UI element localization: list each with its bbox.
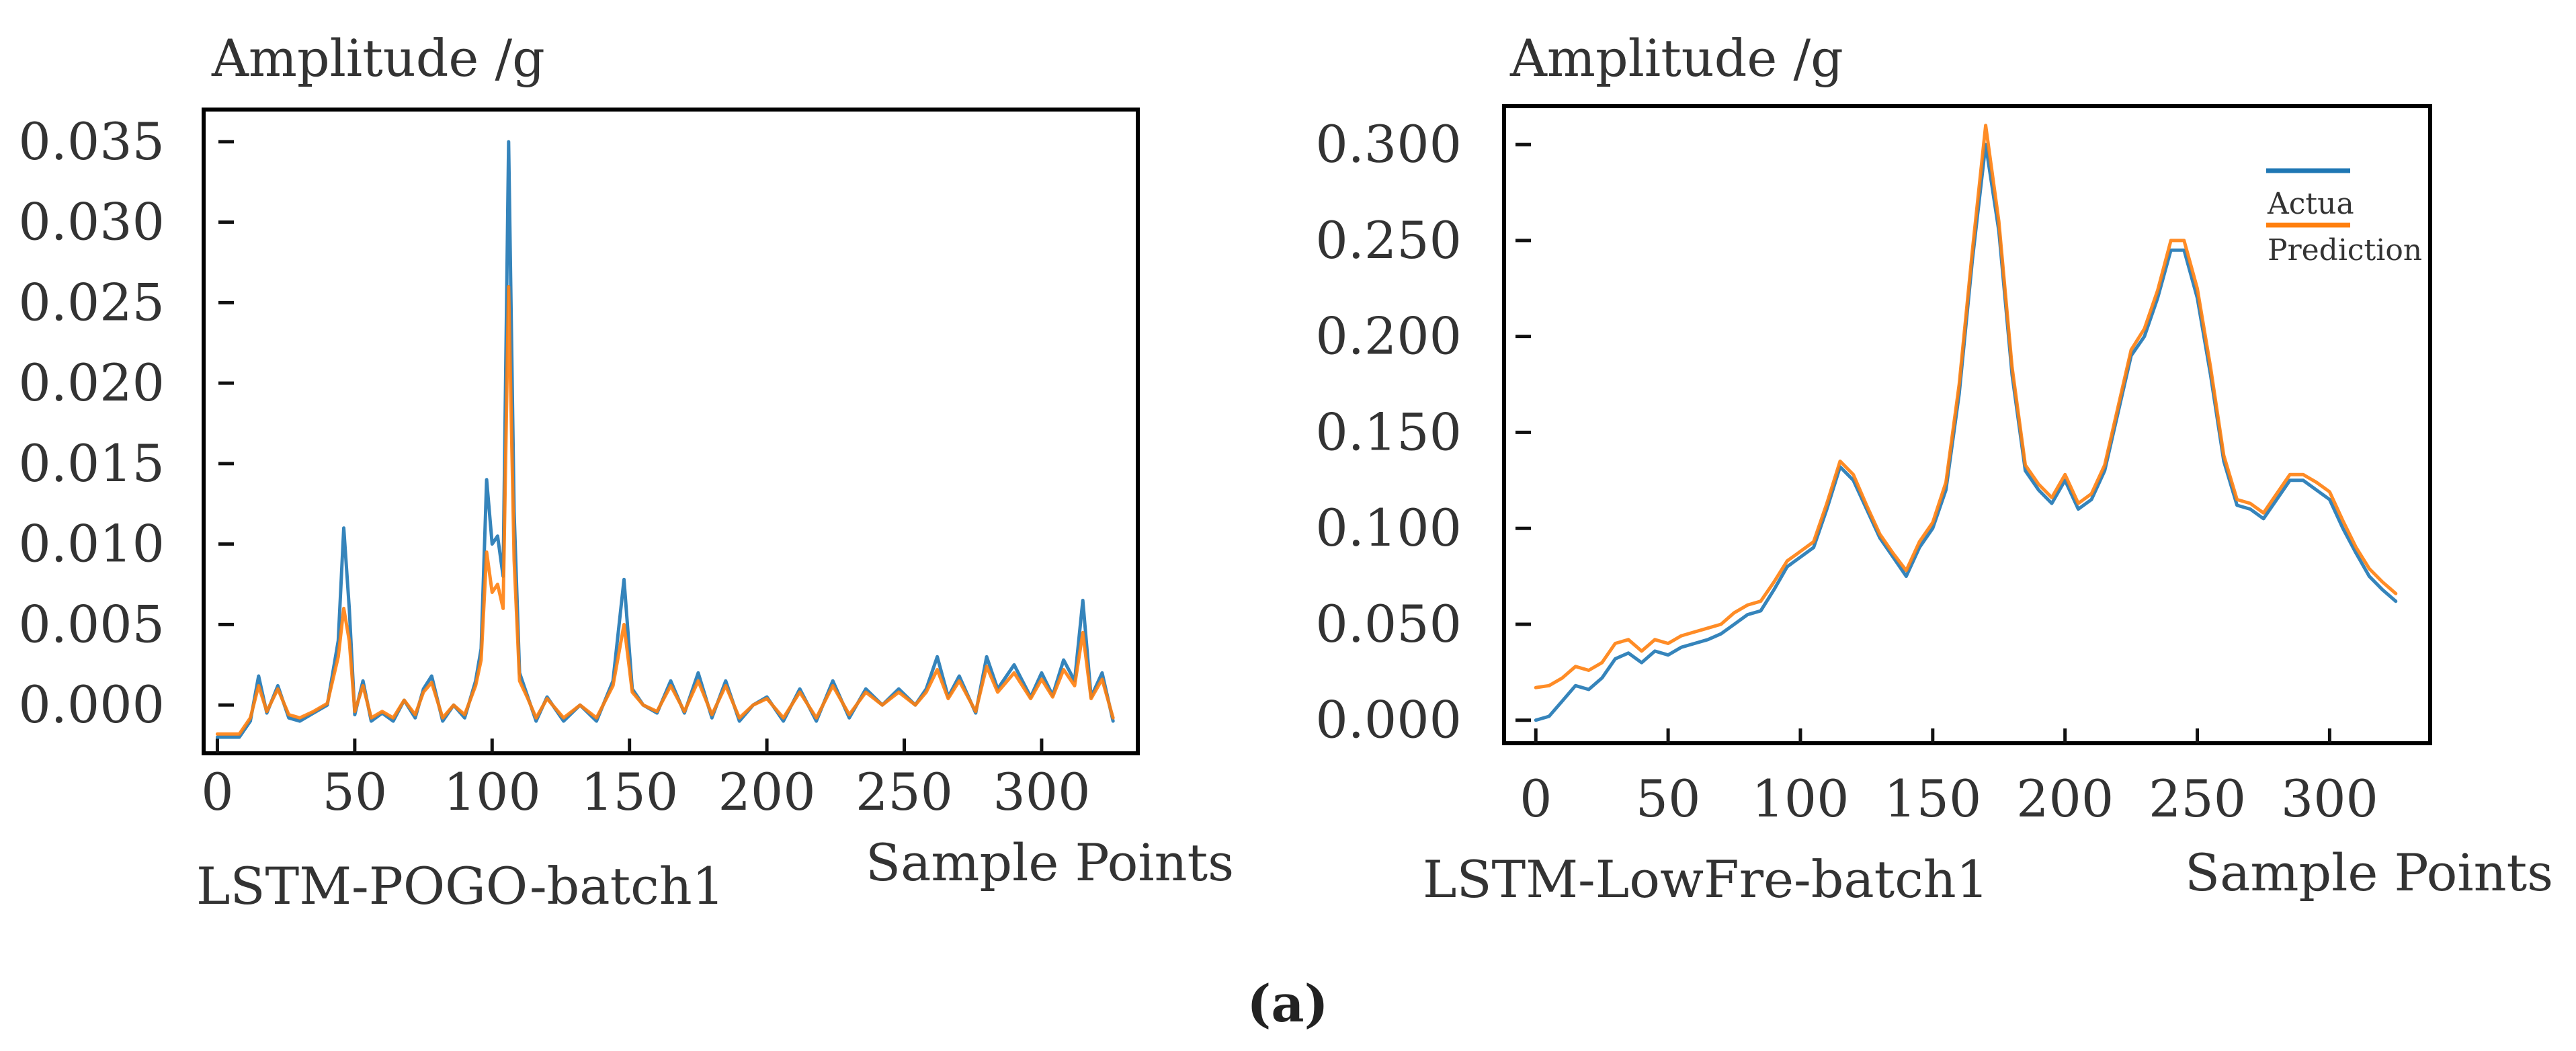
x-tick-label: 300 [993,762,1090,822]
x-tick-label: 100 [1751,769,1849,829]
x-tick-label: 150 [1884,769,1981,829]
series-line-actual [215,140,1115,739]
series-lines [1534,124,2398,722]
y-tick-label: 0.020 [18,353,165,413]
chart-lstm-pogo: Amplitude /g 0.0000.0050.0100.0150.0200.… [18,28,1234,916]
y-tick-label: 0.000 [18,675,165,734]
y-tick-label: 0.300 [1315,114,1462,174]
series-line-prediction [1534,124,2398,689]
subfigure-label: (a) [1247,974,1328,1034]
x-axis-label: Sample Points [866,833,1234,892]
y-tick-label: 0.015 [18,433,165,493]
x-tick-label: 250 [2149,769,2246,829]
x-tick-label: 150 [581,762,678,822]
y-axis-label: Amplitude /g [1509,28,1843,88]
y-tick-label: 0.005 [18,594,165,654]
x-ticks: 0 50 100 150 200 250 300 [201,739,1090,822]
y-ticks: 0.000 0.050 0.100 0.150 0.200 0.250 0.300 [1315,114,1531,750]
plot-frame [202,108,1140,755]
y-tick-label: 0.030 [18,192,165,252]
x-tick-label: 50 [1636,769,1701,829]
x-axis-label: Sample Points [2185,843,2553,902]
x-tick-label: 200 [2016,769,2114,829]
y-tick-label: 0.150 [1315,402,1462,462]
y-axis-label: Amplitude /g [211,28,545,88]
y-tick-label: 0.200 [1315,306,1462,366]
x-tick-label: 100 [444,762,541,822]
series-lines [215,140,1115,739]
x-tick-label: 0 [1520,769,1552,829]
plot-frame [1502,104,2432,745]
legend-label-actual: Actua [2267,187,2354,221]
y-tick-label: 0.050 [1315,594,1462,654]
legend: Actua Prediction [2266,168,2422,267]
y-tick-label: 0.025 [18,272,165,332]
y-tick-label: 0.010 [18,514,165,574]
x-tick-label: 250 [856,762,953,822]
series-line-actual [1534,142,2398,722]
chart-lstm-lowfre: Amplitude /g 0.0000.0500.1000.1500.2000.… [1315,28,2553,909]
series-line-prediction [215,285,1115,736]
y-tick-label: 0.000 [1315,690,1462,750]
legend-label-prediction: Prediction [2268,233,2422,267]
x-tick-label: 50 [322,762,387,822]
x-tick-label: 0 [201,762,233,822]
x-tick-label: 200 [718,762,816,822]
y-tick-label: 0.100 [1315,498,1462,558]
y-tick-label: 0.035 [18,112,165,171]
chart-caption: LSTM-LowFre-batch1 [1423,849,1989,909]
y-tick-label: 0.250 [1315,210,1462,270]
chart-caption: LSTM-POGO-batch1 [196,856,724,916]
x-tick-label: 300 [2281,769,2378,829]
y-ticks: 0.000 0.005 0.010 0.015 0.020 0.025 0.030 0.035 [18,112,234,734]
x-ticks: 0 50 100 150 200 250 300 [1520,728,2378,829]
